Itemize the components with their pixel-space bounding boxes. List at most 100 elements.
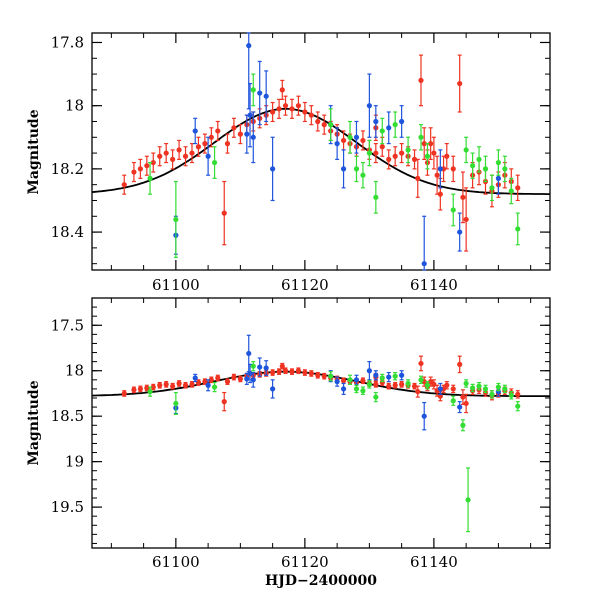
red-data-point xyxy=(421,141,427,147)
red-data-point xyxy=(431,150,437,156)
bottom-axis-ticks xyxy=(92,297,550,548)
top-plot-frame xyxy=(91,32,551,271)
red-data-point xyxy=(208,377,214,383)
bottom-x-tick-labels: 61100 61120 61140 xyxy=(152,553,458,571)
red-data-point xyxy=(195,144,202,150)
red-data-point xyxy=(176,147,182,153)
blue-data-point xyxy=(244,131,250,137)
red-data-point xyxy=(411,156,418,162)
red-data-point xyxy=(189,381,195,387)
blue-data-point xyxy=(263,93,269,99)
red-data-point xyxy=(289,106,295,112)
x-axis-label: HJD−2400000 xyxy=(265,573,377,589)
red-data-point xyxy=(386,383,392,389)
red-data-point xyxy=(270,369,276,376)
red-data-point xyxy=(360,378,366,384)
red-data-point xyxy=(231,374,237,380)
blue-data-point xyxy=(246,350,252,357)
red-data-point xyxy=(215,128,221,134)
green-data-point xyxy=(482,166,489,172)
green-data-point xyxy=(424,382,431,388)
red-data-point xyxy=(315,118,321,125)
red-data-point xyxy=(428,141,434,147)
red-data-point xyxy=(515,185,521,191)
blue-data-point xyxy=(270,166,276,172)
red-data-point xyxy=(308,370,314,377)
green-data-point xyxy=(476,383,482,389)
green-data-point xyxy=(147,175,153,181)
green-data-point xyxy=(450,398,456,404)
blue-data-point xyxy=(340,386,347,392)
y-tick-label: 18.5 xyxy=(51,407,84,425)
green-data-point xyxy=(353,386,360,392)
red-data-point xyxy=(237,131,243,137)
green-data-point xyxy=(347,377,353,383)
blue-data-point xyxy=(373,372,379,378)
red-data-point xyxy=(208,134,214,140)
red-data-point xyxy=(444,382,450,388)
green-data-point xyxy=(173,400,179,407)
blue-data-point xyxy=(334,379,340,385)
blue-data-point xyxy=(247,112,253,118)
y-tick-label: 18 xyxy=(65,362,84,380)
red-data-point xyxy=(270,109,276,115)
red-data-point xyxy=(282,368,289,374)
red-data-point xyxy=(195,379,202,386)
green-data-point xyxy=(173,216,179,223)
blue-data-point xyxy=(246,43,252,49)
y-tick-label: 17.5 xyxy=(51,316,84,334)
red-data-point xyxy=(170,156,176,162)
blue-data-point xyxy=(421,261,427,267)
bottom-panel: 17.5 18 18.5 19 19.5 61100 61120 61140 M… xyxy=(26,297,551,589)
blue-data-point xyxy=(353,134,360,140)
green-data-point xyxy=(450,207,456,213)
blue-data-point xyxy=(263,365,269,371)
red-data-point xyxy=(221,210,227,216)
x-tick-label: 61120 xyxy=(281,553,329,571)
red-data-point xyxy=(392,153,398,159)
red-data-point xyxy=(189,150,195,156)
green-data-point xyxy=(463,380,469,387)
blue-data-point xyxy=(205,382,211,388)
red-data-point xyxy=(279,87,285,93)
green-data-point xyxy=(463,147,469,153)
green-data-point xyxy=(360,172,366,178)
red-data-point xyxy=(308,112,314,118)
red-data-point xyxy=(418,77,424,83)
blue-data-point xyxy=(250,134,256,140)
red-data-point xyxy=(295,368,302,374)
red-data-point xyxy=(437,191,443,197)
blue-data-point xyxy=(205,153,211,159)
red-data-point xyxy=(157,382,163,388)
red-data-point xyxy=(457,361,463,367)
green-data-point xyxy=(424,153,431,159)
green-data-point xyxy=(379,375,385,381)
y-tick-label: 18 xyxy=(65,97,84,115)
green-data-point xyxy=(508,188,514,194)
red-data-point xyxy=(170,383,176,389)
red-data-point xyxy=(224,379,231,385)
green-data-point xyxy=(515,226,521,232)
green-data-point xyxy=(347,134,353,140)
green-data-point xyxy=(460,422,466,428)
red-data-point xyxy=(237,376,243,382)
green-data-point xyxy=(392,373,398,379)
red-data-point xyxy=(460,194,466,200)
green-data-point xyxy=(469,163,476,169)
red-data-point xyxy=(386,156,392,162)
red-data-point xyxy=(121,390,127,397)
bottom-plot-frame xyxy=(91,297,551,549)
blue-data-point xyxy=(437,386,443,392)
red-data-point xyxy=(137,386,143,392)
green-data-point xyxy=(489,185,495,191)
top-y-axis-label: Magnitude xyxy=(26,109,42,194)
red-data-point xyxy=(460,394,466,400)
red-data-point xyxy=(182,153,189,159)
red-data-point xyxy=(360,137,366,144)
green-data-point xyxy=(366,150,372,156)
x-tick-label: 61120 xyxy=(281,276,329,294)
blue-data-point xyxy=(495,175,501,181)
blue-data-point xyxy=(421,413,427,419)
green-data-point xyxy=(508,392,514,398)
